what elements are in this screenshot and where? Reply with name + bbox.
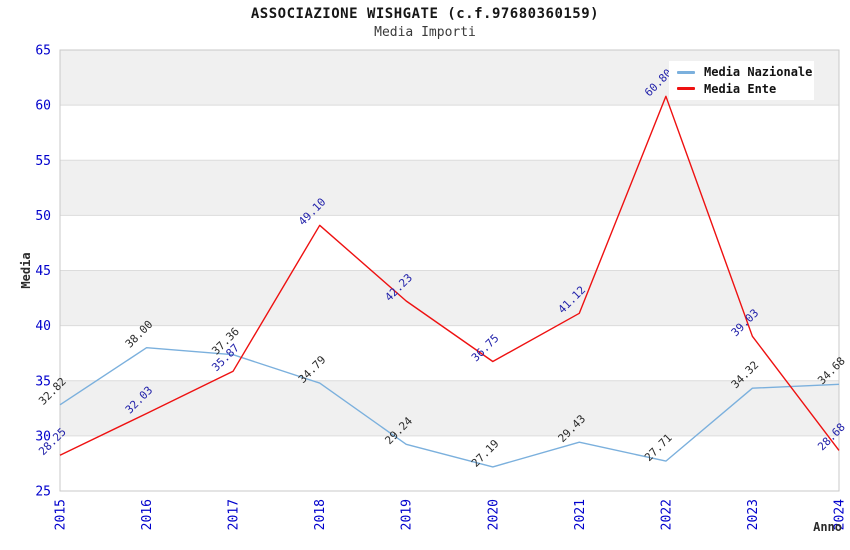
x-tick-label: 2020 [486, 499, 501, 530]
chart-title: ASSOCIAZIONE WISHGATE (c.f.97680360159) [250, 6, 600, 22]
y-tick-label: 25 [35, 485, 51, 500]
y-tick-label: 40 [35, 319, 51, 334]
media-ente-line-swatch-icon [677, 87, 695, 91]
x-tick-label: 2019 [400, 499, 415, 530]
legend-item-media-nazionale[interactable]: Media Nazionale [677, 65, 814, 79]
grid-band [60, 160, 839, 216]
grid-band [60, 270, 839, 326]
y-tick-label: 35 [35, 374, 51, 389]
series-line-media-ente [59, 95, 840, 456]
x-tick-label: 2015 [54, 499, 69, 530]
y-tick-label: 65 [35, 44, 51, 59]
x-axis-title: Anno [813, 520, 842, 534]
chart-subtitle: Media Importi [374, 25, 476, 40]
y-tick-label: 45 [35, 264, 51, 279]
x-tick-label: 2016 [140, 499, 155, 530]
y-axis-title: Media [19, 252, 33, 288]
x-tick-label: 2017 [227, 499, 242, 530]
x-tick-label: 2021 [573, 499, 588, 530]
media-nazionale-line-swatch-icon [677, 70, 695, 74]
legend-label-media-nazionale: Media Nazionale [704, 65, 813, 80]
grid-band [60, 380, 839, 436]
x-tick-label: 2023 [746, 499, 761, 530]
legend-label-media-ente: Media Ente [704, 81, 777, 96]
legend: Media Nazionale Media Ente [669, 61, 814, 100]
y-tick-label: 50 [35, 209, 51, 224]
x-tick-label: 2022 [659, 499, 674, 530]
x-tick-label: 2024 [833, 499, 848, 530]
legend-item-media-ente[interactable]: Media Ente [677, 82, 814, 96]
y-tick-label: 30 [35, 429, 51, 444]
plot-border [59, 49, 840, 492]
x-tick-label: 2018 [313, 499, 328, 530]
y-tick-label: 55 [35, 154, 51, 169]
series-line-media-nazionale [59, 347, 840, 468]
y-tick-label: 60 [35, 99, 51, 114]
